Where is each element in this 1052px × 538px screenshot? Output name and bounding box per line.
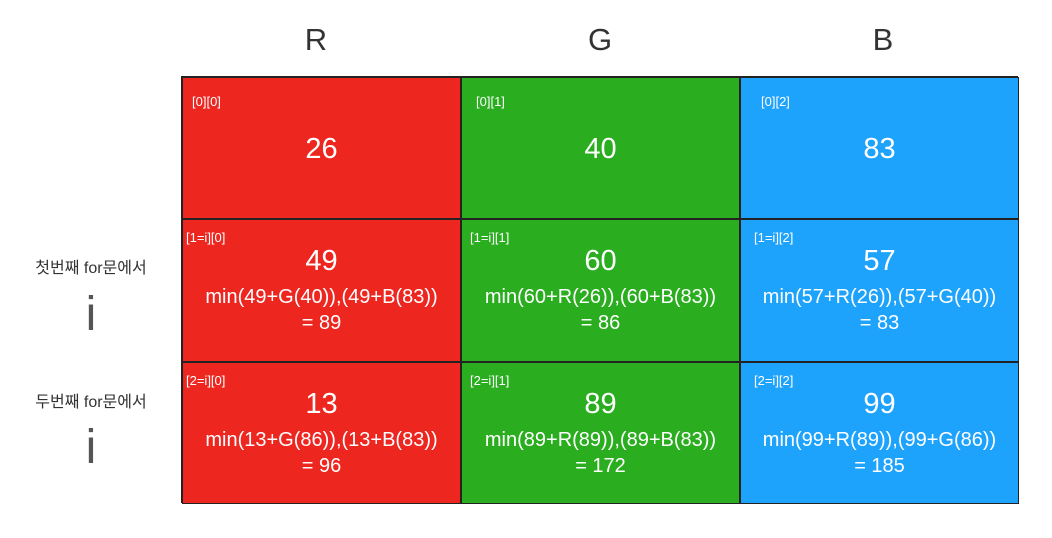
column-header-b: B	[872, 22, 894, 57]
cell-formula: min(99+R(89)),(99+G(86)) = 185	[741, 427, 1018, 479]
cell-0-1: [0][1] 40	[461, 77, 740, 219]
cell-1-2: [1=i][2] 57 min(57+R(26)),(57+G(40)) = 8…	[740, 219, 1019, 362]
row-label-second-loop: 두번째 for문에서	[35, 394, 147, 411]
cell-value: 49	[305, 245, 338, 277]
formula-expression: min(99+R(89)),(99+G(86))	[762, 429, 997, 451]
column-header-g: G	[587, 22, 613, 57]
formula-result: = 172	[575, 455, 626, 477]
row-label-first-loop: 첫번째 for문에서	[35, 260, 147, 277]
cell-index: [1=i][1]	[470, 230, 510, 245]
cell-1-0: [1=i][0] 49 min(49+G(40)),(49+B(83)) = 8…	[182, 219, 461, 362]
cell-value: 99	[863, 388, 896, 420]
cell-index: [2=i][1]	[470, 373, 510, 388]
cell-1-1: [1=i][1] 60 min(60+R(26)),(60+B(83)) = 8…	[461, 219, 740, 362]
cell-index: [0][0]	[192, 94, 221, 109]
formula-result: = 185	[854, 455, 905, 477]
formula-expression: min(60+R(26)),(60+B(83))	[484, 286, 717, 308]
cell-2-0: [2=i][0] 13 min(13+G(86)),(13+B(83)) = 9…	[182, 362, 461, 504]
cell-formula: min(57+R(26)),(57+G(40)) = 83	[741, 284, 1018, 336]
cell-index: [0][2]	[761, 94, 790, 109]
cell-index: [1=i][0]	[186, 230, 226, 245]
cell-value: 13	[305, 388, 338, 420]
row-label-second-loop-var: i	[85, 421, 97, 474]
formula-expression: min(13+G(86)),(13+B(83))	[205, 429, 438, 451]
cell-index: [2=i][2]	[754, 373, 794, 388]
cell-index: [0][1]	[476, 94, 505, 109]
formula-result: = 86	[580, 312, 621, 334]
cell-2-1: [2=i][1] 89 min(89+R(89)),(89+B(83)) = 1…	[461, 362, 740, 504]
cell-formula: min(89+R(89)),(89+B(83)) = 172	[462, 427, 739, 479]
cell-index: [2=i][0]	[186, 373, 226, 388]
cell-value: 89	[584, 388, 617, 420]
formula-expression: min(49+G(40)),(49+B(83))	[205, 286, 438, 308]
row-label-first-loop-var: i	[85, 288, 97, 341]
formula-expression: min(57+R(26)),(57+G(40))	[762, 286, 997, 308]
cell-value: 83	[863, 133, 896, 165]
formula-result: = 89	[301, 312, 342, 334]
dp-table: [0][0] 26 [0][1] 40 [0][2] 83 [1=i][0] 4…	[181, 76, 1019, 504]
cell-2-2: [2=i][2] 99 min(99+R(89)),(99+G(86)) = 1…	[740, 362, 1019, 504]
cell-value: 57	[863, 245, 896, 277]
cell-value: 60	[584, 245, 617, 277]
column-header-r: R	[304, 22, 328, 57]
formula-expression: min(89+R(89)),(89+B(83))	[484, 429, 717, 451]
cell-formula: min(60+R(26)),(60+B(83)) = 86	[462, 284, 739, 336]
cell-value: 26	[305, 133, 338, 165]
cell-0-2: [0][2] 83	[740, 77, 1019, 219]
cell-formula: min(49+G(40)),(49+B(83)) = 89	[183, 284, 460, 336]
cell-value: 40	[584, 133, 617, 165]
formula-result: = 96	[301, 455, 342, 477]
formula-result: = 83	[859, 312, 900, 334]
cell-index: [1=i][2]	[754, 230, 794, 245]
cell-formula: min(13+G(86)),(13+B(83)) = 96	[183, 427, 460, 479]
cell-0-0: [0][0] 26	[182, 77, 461, 219]
